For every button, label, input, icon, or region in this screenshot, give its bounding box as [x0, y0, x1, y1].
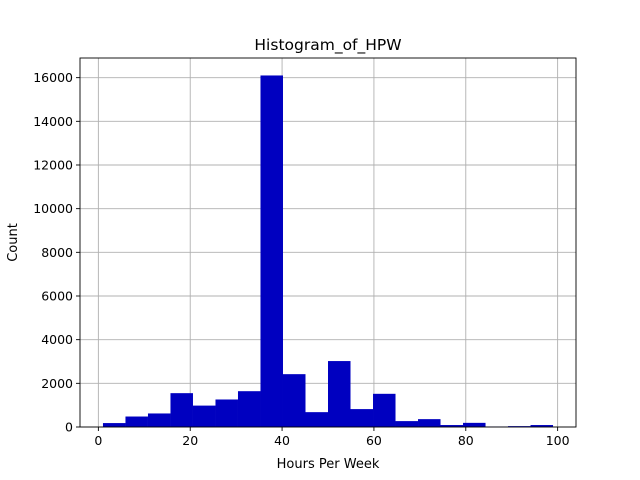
histogram-bar-6: [215, 399, 238, 427]
histogram-bar-11: [328, 361, 351, 427]
y-tick-label: 8000: [41, 245, 73, 260]
plot-frame: [79, 57, 577, 428]
x-tick-label: 100: [546, 433, 570, 448]
histogram-bar-20: [530, 425, 554, 427]
x-tick-label: 60: [366, 433, 382, 448]
histogram-bar-10: [305, 412, 328, 427]
histogram-bar-16: [440, 425, 464, 427]
y-tick-label: 6000: [41, 288, 73, 303]
histogram-bar-17: [463, 422, 486, 427]
y-tick-label: 0: [65, 420, 73, 435]
y-tick-label: 4000: [41, 332, 73, 347]
histogram-bar-8: [260, 75, 283, 427]
histogram-bar-3: [147, 413, 171, 427]
grid-lines: [80, 58, 576, 428]
histogram-bar-15: [418, 419, 441, 427]
y-axis-label: Count: [6, 223, 21, 262]
histogram-bar-2: [125, 416, 148, 427]
histogram-bar-5: [192, 405, 216, 427]
y-tick-label: 12000: [33, 157, 73, 172]
x-tick-label: 0: [94, 433, 102, 448]
histogram-bar-7: [237, 391, 261, 427]
x-axis-label: Hours Per Week: [277, 457, 380, 472]
chart-title: Histogram_of_HPW: [254, 36, 401, 55]
histogram-bar-4: [170, 393, 193, 427]
histogram-bar-14: [395, 421, 419, 427]
histogram-bar-12: [350, 409, 374, 427]
histogram-bar-1: [102, 423, 126, 427]
y-tick-label: 10000: [33, 201, 73, 216]
x-tick-label: 20: [182, 433, 198, 448]
y-tick-label: 16000: [33, 70, 73, 85]
histogram-bars: [102, 75, 554, 427]
histogram-bar-9: [282, 374, 306, 427]
axis-ticks: 0 20 40 60 80 100 0 2000 4000 6000 8000 10000 12000 1…: [33, 70, 569, 448]
y-tick-label: 14000: [33, 114, 73, 129]
x-tick-label: 80: [458, 433, 474, 448]
x-tick-label: 40: [274, 433, 290, 448]
histogram-bar-13: [373, 393, 396, 427]
y-tick-label: 2000: [41, 376, 73, 391]
